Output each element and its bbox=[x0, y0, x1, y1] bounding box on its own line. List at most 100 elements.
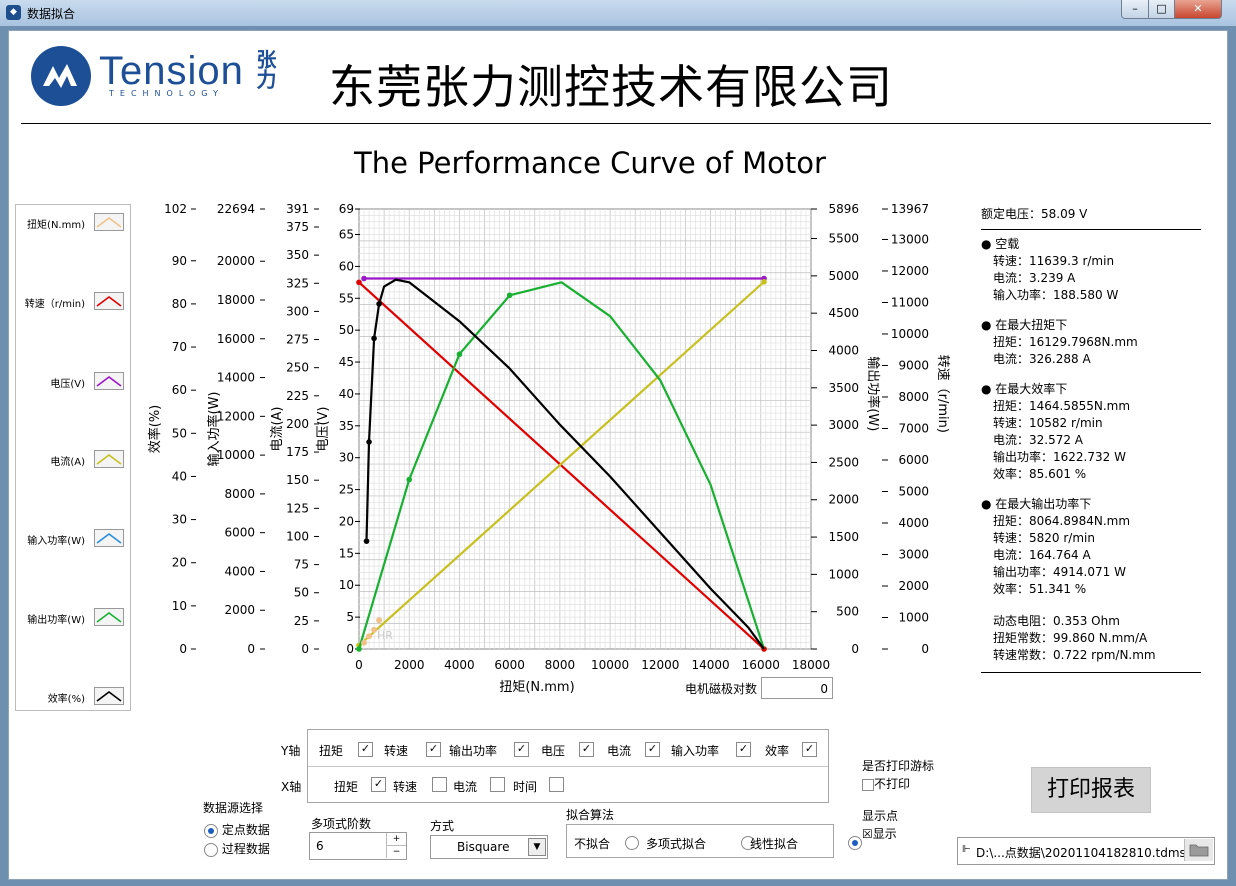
output_power-tick-label: 1500 bbox=[828, 530, 859, 544]
current-tick-label: 325 bbox=[286, 276, 309, 290]
legend-item[interactable]: 电压(V) bbox=[16, 369, 130, 393]
performance-chart: 1029080706050403020100226942000018000160… bbox=[147, 202, 950, 695]
output_power-tick-label: 4000 bbox=[828, 343, 859, 357]
legend-item[interactable]: 扭矩(N.mm) bbox=[16, 210, 130, 234]
print-cursor-option-label: 不打印 bbox=[874, 777, 911, 791]
file-path-control[interactable]: ⊩ D:\...点数据\20201104182810.tdms bbox=[957, 837, 1215, 865]
y-checkbox[interactable]: ✓ bbox=[645, 742, 660, 757]
source-radio-process[interactable] bbox=[204, 842, 218, 857]
input_power-tick-label: 6000 bbox=[224, 526, 255, 540]
show-points-checkbox[interactable]: ☒ bbox=[862, 827, 873, 841]
info-line: 电流：326.288 A bbox=[993, 352, 1091, 366]
efficiency-tick-label: 90 bbox=[172, 254, 187, 268]
voltage-tick-label: 5 bbox=[346, 610, 354, 624]
x-tick-label: 8000 bbox=[545, 658, 576, 672]
torque-point bbox=[371, 626, 378, 633]
minimize-button[interactable]: – bbox=[1121, 0, 1149, 19]
y-check-label: 电流 bbox=[607, 744, 632, 758]
source-option-fixed-label: 定点数据 bbox=[221, 823, 270, 837]
torque-point bbox=[366, 633, 373, 640]
pole-pairs-input[interactable]: 0 bbox=[761, 677, 833, 699]
section-heading: ● 在最大扭矩下 bbox=[981, 318, 1068, 332]
info-divider bbox=[981, 229, 1201, 230]
info-line: 输出功率：4914.071 W bbox=[993, 565, 1126, 579]
info-constant: 转速常数：0.722 rpm/N.mm bbox=[993, 648, 1156, 662]
method-select[interactable]: Bisquare ▼ bbox=[430, 835, 548, 859]
legend-item[interactable]: 输出功率(W) bbox=[16, 605, 130, 629]
input_power-tick-label: 14000 bbox=[217, 371, 255, 385]
speed-tick-label: 13967 bbox=[891, 202, 929, 216]
y-checkbox[interactable]: ✓ bbox=[802, 742, 817, 757]
legend-item[interactable]: 转速（r/min) bbox=[16, 289, 130, 313]
speed-tick-label: 7000 bbox=[898, 421, 929, 435]
print-cursor-label: 是否打印游标 bbox=[862, 759, 935, 773]
y-checkbox[interactable]: ✓ bbox=[426, 742, 441, 757]
print-cursor-option[interactable]: 不打印 bbox=[862, 775, 910, 792]
show-points-option[interactable]: ☒显示 bbox=[862, 825, 897, 842]
print-cursor-checkbox[interactable] bbox=[862, 778, 874, 791]
source-option-fixed[interactable]: 定点数据 bbox=[204, 821, 270, 838]
y-axis-label: Y轴 bbox=[281, 744, 301, 758]
speed-tick-label: 3000 bbox=[898, 547, 929, 561]
output_power-tick-label: 0 bbox=[851, 642, 859, 656]
voltage-tick-label: 10 bbox=[339, 578, 354, 592]
main-panel: Tension TECHNOLOGY 张力 东莞张力测控技术有限公司 The P… bbox=[8, 30, 1228, 880]
info-line: 输出功率：1622.732 W bbox=[993, 450, 1126, 464]
source-radio-fixed[interactable] bbox=[204, 823, 218, 838]
maximize-button[interactable]: □ bbox=[1148, 0, 1175, 19]
x-checkbox[interactable] bbox=[432, 777, 447, 792]
x-tick-label: 4000 bbox=[444, 658, 475, 672]
current-tick-label: 300 bbox=[286, 304, 309, 318]
section-title: 在最大输出功率下 bbox=[995, 497, 1092, 511]
series-point bbox=[506, 292, 513, 299]
legend-item[interactable]: 输入功率(W) bbox=[16, 526, 130, 550]
y-checkbox[interactable]: ✓ bbox=[358, 742, 373, 757]
chevron-down-icon[interactable]: ▼ bbox=[528, 838, 546, 856]
current-tick-label: 50 bbox=[294, 586, 309, 600]
legend-item[interactable]: 效率(%) bbox=[16, 684, 130, 708]
efficiency-tick-label: 0 bbox=[179, 642, 187, 656]
current-tick-label: 100 bbox=[286, 529, 309, 543]
section-title: 在最大扭矩下 bbox=[995, 318, 1068, 332]
algorithm-radio[interactable] bbox=[741, 835, 755, 850]
speed-tick-label: 12000 bbox=[891, 264, 929, 278]
info-line: 转速：5820 r/min bbox=[993, 531, 1095, 545]
y-checkbox[interactable]: ✓ bbox=[579, 742, 594, 757]
output_power-tick-label: 3000 bbox=[828, 418, 859, 432]
increment-button[interactable]: + bbox=[386, 833, 406, 846]
voltage-tick-label: 45 bbox=[339, 355, 354, 369]
tension-logo-mark bbox=[31, 46, 91, 106]
output_power-tick-label: 5500 bbox=[828, 232, 859, 246]
section-heading: ● 空载 bbox=[981, 237, 1020, 251]
print-report-button[interactable]: 打印报表 bbox=[1031, 767, 1151, 813]
legend-item[interactable]: 电流(A) bbox=[16, 447, 130, 471]
close-button[interactable]: ✕ bbox=[1174, 0, 1222, 19]
source-option-process[interactable]: 过程数据 bbox=[204, 840, 270, 857]
y-check-label: 扭矩 bbox=[319, 744, 344, 758]
x-checkbox[interactable] bbox=[549, 777, 564, 792]
info-line: 电流：32.572 A bbox=[993, 433, 1084, 447]
decrement-button[interactable]: − bbox=[386, 846, 406, 858]
results-panel: 额定电压：58.09 V ● 空载 转速：11639.3 r/min 电流：3.239… bbox=[981, 203, 1211, 673]
algorithm-radio[interactable] bbox=[625, 835, 639, 850]
legend-line bbox=[96, 217, 122, 228]
y-checkbox[interactable]: ✓ bbox=[736, 742, 751, 757]
current-tick-label: 275 bbox=[286, 333, 309, 347]
input_power-axis-title: 输入功率(W) bbox=[206, 392, 222, 467]
speed-tick-label: 10000 bbox=[891, 327, 929, 341]
series-line bbox=[358, 281, 765, 650]
current-tick-label: 200 bbox=[286, 417, 309, 431]
y-check-label: 电压 bbox=[541, 744, 566, 758]
x-checkbox[interactable] bbox=[490, 777, 505, 792]
legend-line bbox=[96, 454, 122, 465]
x-checkbox[interactable]: ✓ bbox=[371, 777, 386, 792]
algorithm-radio[interactable] bbox=[848, 835, 862, 850]
folder-icon[interactable] bbox=[1184, 839, 1213, 861]
input_power-tick-label: 12000 bbox=[217, 409, 255, 423]
current-tick-label: 175 bbox=[286, 445, 309, 459]
speed-tick-label: 11000 bbox=[891, 295, 929, 309]
poly-order-stepper[interactable]: 6 + − bbox=[309, 832, 407, 860]
y-checkbox[interactable]: ✓ bbox=[514, 742, 529, 757]
current-tick-label: 250 bbox=[286, 361, 309, 375]
x-tick-label: 6000 bbox=[494, 658, 525, 672]
